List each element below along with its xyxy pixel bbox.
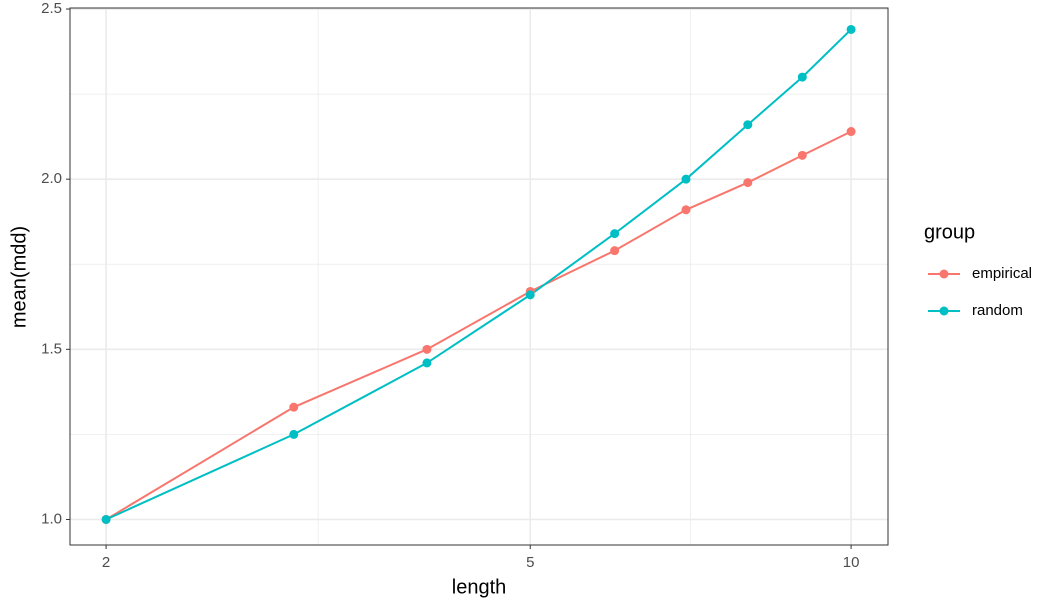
- y-tick-label: 2.0: [41, 170, 62, 187]
- x-tick-label: 10: [843, 554, 860, 571]
- data-point: [743, 178, 753, 188]
- data-point: [610, 246, 620, 256]
- legend-title: group: [924, 221, 975, 243]
- data-point: [422, 358, 432, 368]
- data-point: [610, 229, 620, 239]
- panel-border: [69, 7, 889, 546]
- series-line: [105, 28, 852, 521]
- series-line: [105, 130, 852, 521]
- data-point: [743, 120, 753, 130]
- x-tick-label: 2: [102, 554, 110, 571]
- legend-label: empirical: [972, 265, 1032, 282]
- data-point: [101, 514, 111, 524]
- data-point: [525, 290, 535, 300]
- data-point: [797, 72, 807, 82]
- legend-marker: [939, 306, 949, 316]
- data-point: [289, 429, 299, 439]
- y-tick-label: 1.0: [41, 510, 62, 527]
- data-point: [846, 127, 856, 137]
- data-point: [422, 344, 432, 354]
- data-point: [797, 150, 807, 160]
- x-axis-label: length: [452, 576, 507, 598]
- y-axis-label: mean(mdd): [8, 226, 30, 328]
- data-point: [681, 205, 691, 215]
- legend-label: random: [972, 302, 1023, 319]
- legend-marker: [939, 269, 949, 279]
- data-point: [846, 24, 856, 34]
- y-tick-label: 2.5: [41, 0, 62, 17]
- data-point: [289, 402, 299, 412]
- x-tick-label: 5: [526, 554, 534, 571]
- data-point: [681, 174, 691, 184]
- y-tick-label: 1.5: [41, 340, 62, 357]
